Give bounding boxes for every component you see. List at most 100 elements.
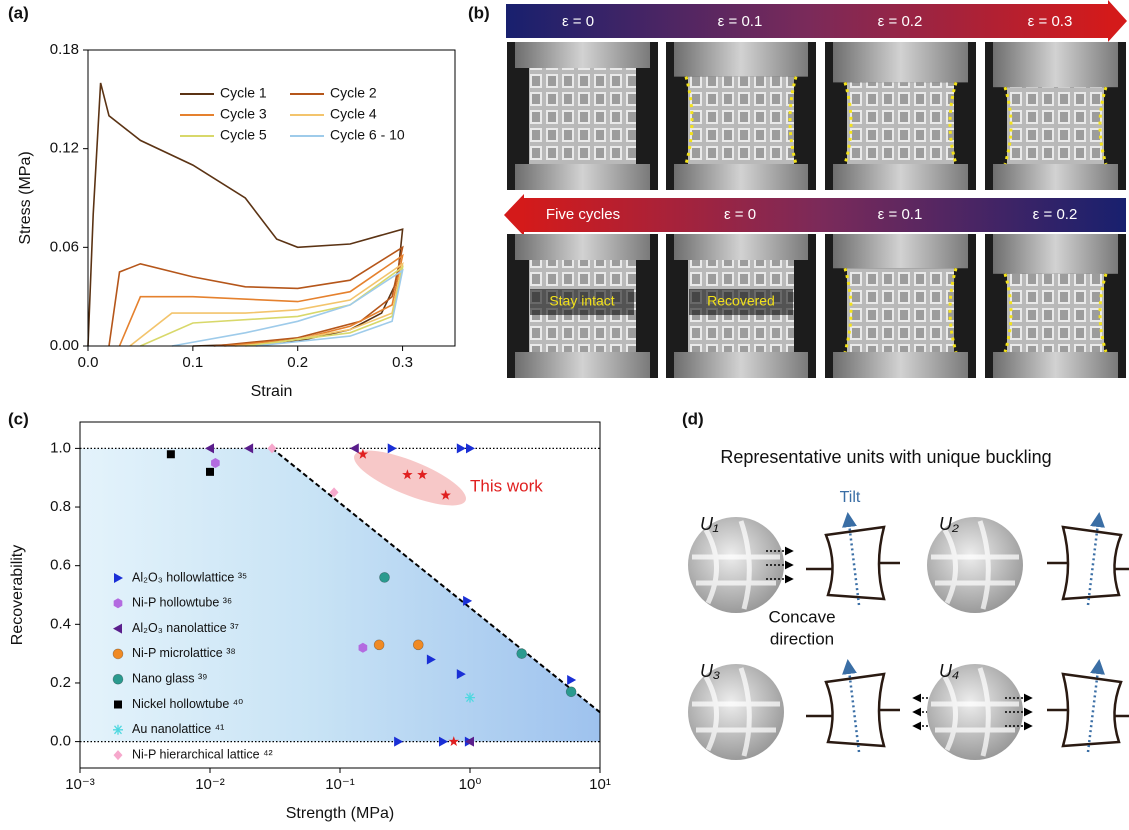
legend-label: Cycle 3 [220, 106, 267, 122]
legend-swatch [113, 724, 123, 735]
legend-swatch [113, 598, 123, 609]
legend-label: Au nanolattice ⁴¹ [132, 722, 224, 736]
legend-swatch [113, 750, 123, 761]
tilt-label: Tilt [840, 489, 861, 506]
legend-swatch [112, 673, 124, 685]
legend-label: Cycle 2 [330, 85, 377, 101]
marker [349, 443, 359, 454]
marker [440, 489, 451, 500]
x-tick-label: 10⁻³ [65, 776, 95, 793]
marker [402, 469, 413, 480]
y-tick-label: 0.12 [50, 140, 79, 157]
marker [426, 654, 436, 665]
marker [463, 595, 473, 606]
plate [833, 42, 968, 83]
y-tick-label: 0.6 [50, 557, 71, 574]
marker [166, 450, 175, 459]
unit-struts [931, 667, 1019, 757]
plate [515, 164, 650, 190]
tilt-axis [1086, 512, 1105, 606]
plate [993, 164, 1118, 190]
plate [993, 234, 1118, 274]
legend-label: Ni-P microlattice ³⁸ [132, 646, 236, 660]
plate [674, 352, 808, 378]
marker [373, 639, 385, 651]
plate [833, 164, 968, 190]
series-line [171, 268, 404, 347]
panel-label: (a) [8, 3, 29, 22]
strain-label: ε = 0.1 [718, 13, 763, 30]
x-tick-label: 10⁻² [195, 776, 225, 793]
series-line [140, 265, 404, 347]
strain-bar [506, 4, 1110, 38]
arrow-head [504, 194, 524, 236]
marker [567, 675, 577, 686]
y-tick-label: 0.4 [50, 615, 71, 632]
marker [516, 648, 528, 659]
unit-struts [692, 520, 780, 610]
legend-label: Cycle 1 [220, 85, 267, 101]
lattice [847, 268, 954, 352]
x-tick-label: 0.1 [182, 354, 203, 371]
marker [394, 736, 404, 747]
unit-struts [692, 667, 780, 757]
legend-label: Nano glass ³⁹ [132, 671, 208, 685]
caption-box [530, 289, 634, 315]
x-axis-title: Strain [251, 383, 293, 400]
marker [417, 469, 428, 480]
unit-label: U₄ [939, 661, 959, 681]
y-tick-label: 1.0 [50, 439, 71, 456]
legend-label: Ni-P hollowtube ³⁶ [132, 596, 232, 610]
y-tick-label: 0.06 [50, 238, 79, 255]
legend-label: Al₂O₃ hollowlattice ³⁵ [132, 570, 247, 584]
x-tick-label: 10⁻¹ [325, 776, 355, 793]
plot-frame [87, 49, 456, 347]
x-tick-label: 10¹ [589, 776, 611, 793]
unit-shape [1061, 672, 1123, 748]
recoverable-region [80, 448, 600, 742]
unit-label: U₁ [700, 514, 719, 534]
buckle-outline [1098, 86, 1108, 165]
marker [456, 443, 466, 454]
caption-box [689, 289, 793, 315]
legend-label: Nickel hollowtube ⁴⁰ [132, 697, 243, 711]
caption: Recovered [707, 293, 775, 309]
plate [515, 42, 650, 68]
caption: Stay intact [549, 293, 614, 309]
plate [515, 234, 650, 260]
marker [211, 458, 220, 469]
y-axis-title: Recoverability [9, 545, 26, 645]
series-line [118, 253, 404, 347]
unit-label: U₂ [939, 514, 959, 534]
strain-label: ε = 0 [562, 13, 594, 30]
y-tick-label: 0.0 [50, 733, 71, 750]
unit-shape [824, 525, 886, 601]
buckle-outline [1003, 86, 1013, 165]
strain-bar [522, 198, 1126, 232]
series-line [108, 245, 404, 347]
tilt-axis [842, 659, 861, 753]
unit-diagram [1047, 512, 1129, 606]
plate [993, 352, 1118, 378]
tilt-axis [1086, 659, 1105, 753]
marker [466, 443, 475, 454]
marker [357, 448, 369, 459]
marker [565, 686, 577, 698]
strain-label: Five cycles [546, 206, 620, 223]
strain-label: ε = 0.1 [878, 206, 923, 223]
marker [358, 642, 368, 653]
marker [465, 736, 474, 747]
marker [244, 443, 254, 454]
concave-label: Concave [768, 607, 835, 626]
y-axis-title: Stress (MPa) [17, 151, 34, 244]
plate [993, 42, 1118, 88]
buckle-outline [788, 76, 798, 165]
series-line [87, 82, 404, 347]
unit-diagram [1005, 659, 1129, 753]
plate [674, 42, 808, 77]
buckle-outline [843, 267, 853, 353]
legend-swatch [113, 623, 122, 634]
strain-label: ε = 0 [724, 206, 756, 223]
y-tick-label: 0.2 [50, 674, 71, 691]
